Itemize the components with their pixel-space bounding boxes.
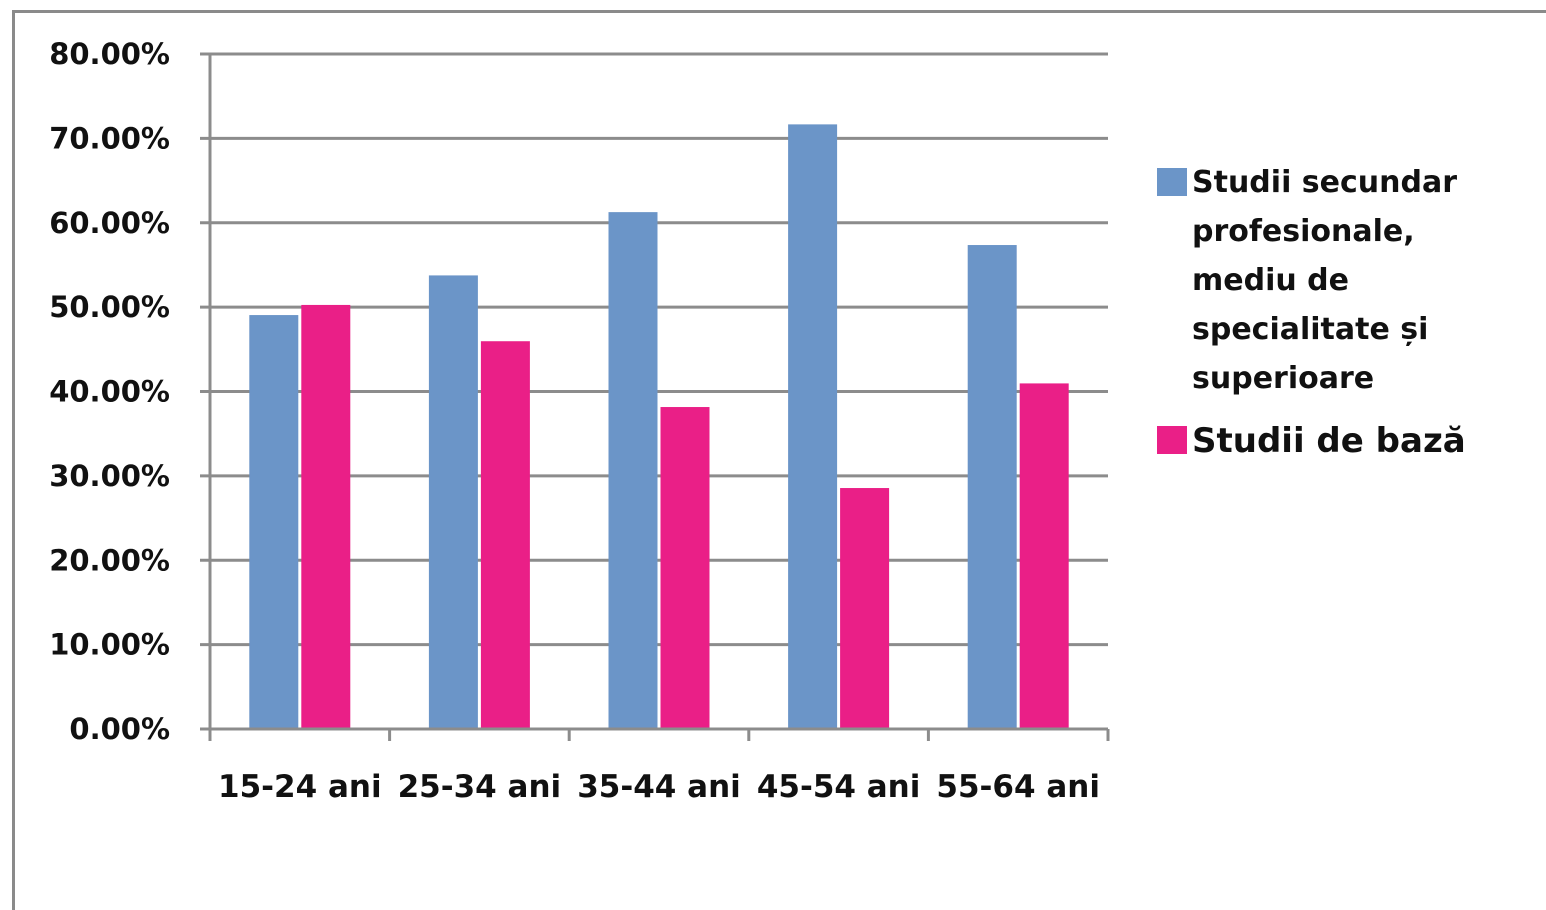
y-tick-label: 80.00%: [49, 37, 170, 71]
y-tick-label: 70.00%: [49, 121, 170, 155]
chart-frame: [12, 10, 1546, 910]
y-tick-label: 20.00%: [49, 543, 170, 577]
bar-studii-de-baza: [1019, 383, 1069, 730]
x-tick-label: 45-54 ani: [757, 769, 921, 805]
y-tick-label: 10.00%: [49, 628, 170, 662]
bar-studii-secundar: [428, 275, 478, 730]
legend-swatch-studii-de-baza: [1157, 426, 1187, 454]
y-tick-label: 0.00%: [69, 712, 170, 746]
y-tick-label: 30.00%: [49, 459, 170, 493]
bar-studii-secundar: [788, 124, 838, 730]
x-tick-label: 35-44 ani: [577, 769, 741, 805]
legend-swatch-studii-secundar: [1157, 168, 1187, 196]
gridlines: [210, 52, 1108, 647]
x-tick-label: 15-24 ani: [218, 769, 382, 805]
bar-studii-de-baza: [480, 341, 530, 730]
x-tick-labels: 15-24 ani 25-34 ani 35-44 ani 45-54 ani 55-6…: [218, 769, 1100, 805]
legend: Studii secundar profesionale, mediu de spec…: [1157, 165, 1466, 461]
bar-studii-de-baza: [660, 407, 710, 730]
axes: [200, 52, 1110, 741]
bar-studii-de-baza: [301, 304, 351, 730]
y-tick-labels: 0.00% 10.00% 20.00% 30.00% 40.00% 50.00% 60.00…: [49, 37, 170, 746]
x-tick-label: 25-34 ani: [398, 769, 562, 805]
y-tick-label: 60.00%: [49, 206, 170, 240]
legend-label-studii-secundar: Studii secundar profesionale, mediu de spec…: [1192, 165, 1457, 396]
bar-studii-de-baza: [840, 488, 890, 730]
bar-studii-secundar: [249, 315, 299, 730]
bar-studii-secundar: [967, 245, 1017, 730]
bar-chart: 0.00% 10.00% 20.00% 30.00% 40.00% 50.00% 60.00…: [49, 37, 1466, 805]
y-tick-label: 40.00%: [49, 375, 170, 409]
y-tick-label: 50.00%: [49, 290, 170, 324]
x-tick-label: 55-64 ani: [936, 769, 1100, 805]
bars: [249, 124, 1069, 730]
legend-label-studii-de-baza: Studii de bază: [1192, 421, 1466, 461]
bar-studii-secundar: [608, 212, 658, 730]
